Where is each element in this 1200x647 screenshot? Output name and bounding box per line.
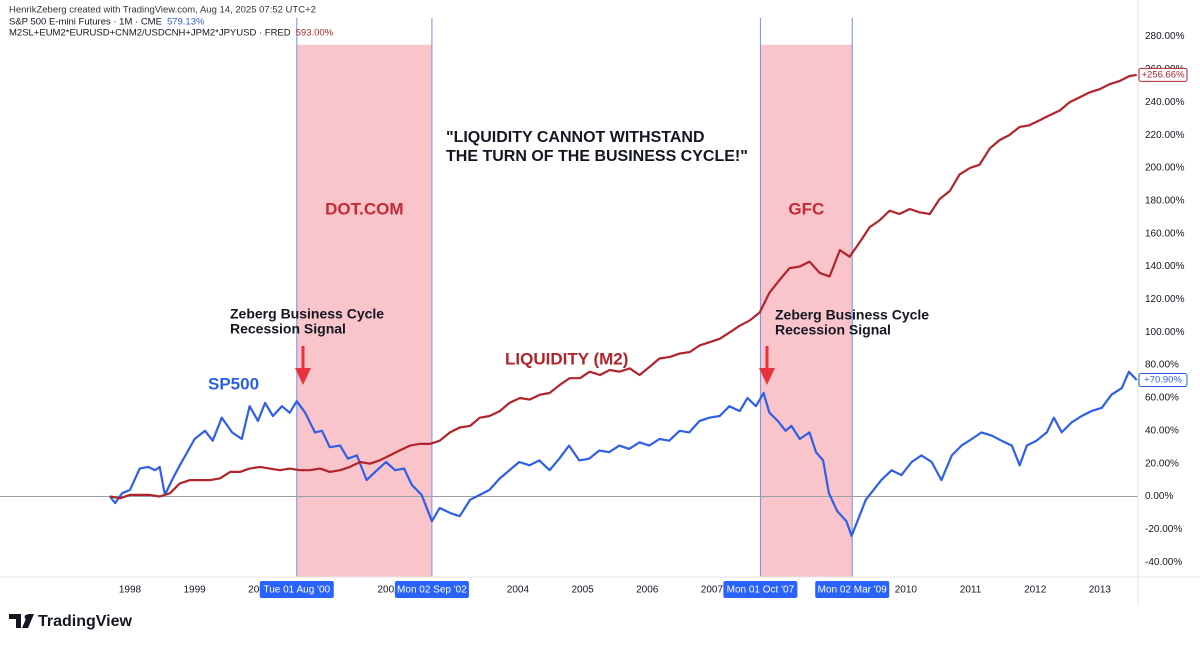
brand-mark bbox=[9, 614, 34, 628]
annotation: Zeberg Business Cycle bbox=[230, 306, 384, 322]
annotation: Recession Signal bbox=[230, 321, 346, 337]
y-tick-label: 20.00% bbox=[1145, 458, 1179, 469]
x-tick-label: 2007 bbox=[701, 585, 724, 596]
date-badge bbox=[259, 581, 334, 598]
legend-name: S&P 500 E-mini Futures · 1M · CME bbox=[9, 17, 162, 28]
y-tick-label: 60.00% bbox=[1145, 393, 1179, 404]
x-tick-label: 2012 bbox=[1024, 585, 1047, 596]
x-tick-label: 2005 bbox=[571, 585, 594, 596]
y-tick-label: 100.00% bbox=[1145, 327, 1185, 338]
recession-bands: DOT.COM GFC bbox=[296, 18, 853, 577]
band-label: GFC bbox=[788, 199, 824, 218]
x-tick-label: 2013 bbox=[1089, 585, 1112, 596]
x-tick-label: 1999 bbox=[183, 585, 206, 596]
annotation: "LIQUIDITY CANNOT WITHSTAND bbox=[446, 129, 705, 146]
brand-logo: TradingView bbox=[9, 613, 133, 630]
y-tick-label: 220.00% bbox=[1145, 130, 1185, 141]
y-tick-label: 120.00% bbox=[1145, 294, 1185, 305]
legend-name: M2SL+EUM2*EURUSD+CNM2/USDCNH+JPM2*JPYUSD… bbox=[9, 28, 291, 39]
y-tick-label: 140.00% bbox=[1145, 261, 1185, 272]
x-tick-label: 2006 bbox=[636, 585, 659, 596]
x-tick-label: 1998 bbox=[119, 585, 142, 596]
end-label: +70.90% bbox=[1144, 375, 1182, 386]
recession-band bbox=[760, 44, 853, 577]
y-tick-label: 180.00% bbox=[1145, 195, 1185, 206]
annotation: LIQUIDITY (M2) bbox=[505, 349, 628, 368]
annotation: Recession Signal bbox=[775, 322, 891, 338]
annotation: THE TURN OF THE BUSINESS CYCLE!" bbox=[446, 148, 748, 165]
date-badge-label: Mon 02 Sep '02 bbox=[397, 585, 467, 596]
y-tick-label: 80.00% bbox=[1145, 360, 1179, 371]
brand-dot bbox=[24, 614, 30, 620]
band-label: DOT.COM bbox=[325, 199, 403, 218]
x-tick-label: 2004 bbox=[507, 585, 530, 596]
x-tick-label: 2010 bbox=[895, 585, 918, 596]
signal-arrow-head bbox=[759, 368, 775, 385]
overlay bbox=[295, 346, 775, 385]
series-line bbox=[109, 370, 1138, 537]
brand-name: TradingView bbox=[38, 613, 133, 630]
end-label: +256.66% bbox=[1141, 69, 1185, 80]
date-badge bbox=[394, 581, 469, 598]
y-tick-label: 40.00% bbox=[1145, 425, 1179, 436]
end-label-box bbox=[1138, 373, 1188, 388]
date-badge-label: Tue 01 Aug '00 bbox=[263, 585, 330, 596]
recession-band bbox=[296, 44, 432, 577]
signal-arrow-head bbox=[295, 368, 311, 385]
annotation: Zeberg Business Cycle bbox=[775, 307, 929, 323]
y-tick-label: 200.00% bbox=[1145, 163, 1185, 174]
annotation: SP500 bbox=[208, 374, 259, 393]
y-tick-label: -20.00% bbox=[1145, 524, 1182, 535]
y-tick-label: 240.00% bbox=[1145, 97, 1185, 108]
x-tick-label: 2000 bbox=[248, 585, 271, 596]
date-badge bbox=[723, 581, 798, 598]
y-tick-label: 0.00% bbox=[1145, 491, 1173, 502]
legend-value: 593.00% bbox=[296, 28, 334, 39]
date-badge-label: Mon 02 Mar '09 bbox=[818, 585, 888, 596]
x-tick-label: 2002 bbox=[377, 585, 400, 596]
date-badge-label: Mon 01 Oct '07 bbox=[727, 585, 795, 596]
y-tick-label: 280.00% bbox=[1145, 31, 1185, 42]
end-label-box bbox=[1138, 67, 1188, 82]
series-line bbox=[109, 73, 1137, 500]
x-tick-label: 2011 bbox=[960, 585, 982, 596]
y-tick-label: -40.00% bbox=[1145, 557, 1182, 568]
y-tick-label: 160.00% bbox=[1145, 228, 1185, 239]
credit: HenrikZeberg created with TradingView.co… bbox=[9, 5, 316, 16]
plot-area bbox=[0, 73, 1138, 537]
legend-value: 579.13% bbox=[167, 17, 205, 28]
date-badge bbox=[815, 581, 890, 598]
